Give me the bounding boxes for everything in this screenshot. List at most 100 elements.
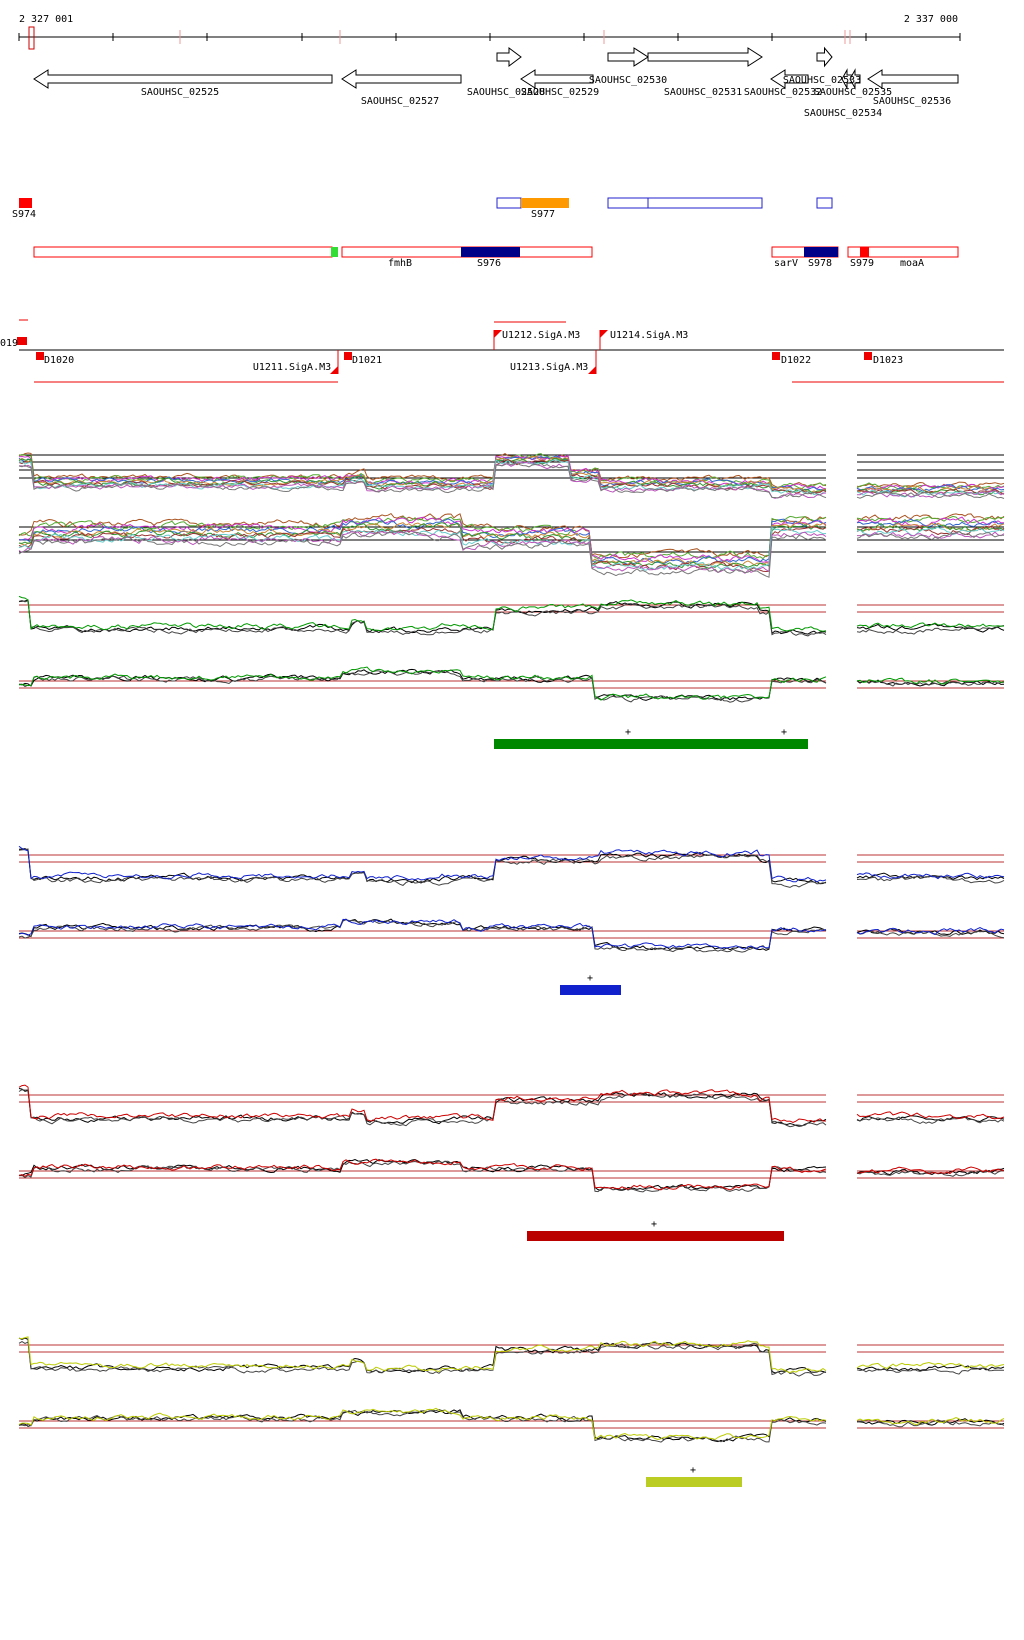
ruler-end: 2 337 000 [904,14,958,25]
trace [857,531,1005,539]
promoter-flag [600,330,608,338]
trace [18,526,827,571]
trace [856,1418,1005,1428]
trace [18,668,827,701]
promoter-label: D1020 [44,355,74,366]
gene-arrow [841,68,853,90]
trace [18,1084,826,1124]
segment [860,247,869,257]
trace [18,526,827,573]
promoter-label: U1212.SigA.M3 [502,330,580,341]
trace [856,926,1005,936]
trace [18,461,827,499]
trace [856,679,1005,687]
segment-label: fmhB [388,258,412,269]
trace [19,1158,827,1191]
gene-arrow [496,47,522,67]
segment [521,198,569,208]
segment-label: sarV [774,258,798,269]
trace [18,918,827,951]
trace [856,526,1005,537]
gene-label: SAOUHSC_02528 [467,87,545,98]
gene-label: SAOUHSC_02530 [589,75,667,86]
gene-label: SAOUHSC_02533 [783,75,861,86]
segment [496,197,522,209]
gene-arrow [849,68,861,90]
gene-arrow [867,69,959,89]
trace [18,512,827,559]
trace [856,1169,1005,1177]
gene-arrow [341,69,462,89]
promoter-label: D1021 [352,355,382,366]
segment [19,198,32,208]
promoter-label: U1211.SigA.M3 [253,362,331,373]
trace [18,845,827,883]
segment-label: S979 [850,258,874,269]
trace [856,1116,1005,1125]
trace [856,1418,1005,1426]
trace [18,530,827,574]
ruler-start: 2 327 001 [19,14,73,25]
trace [856,677,1005,685]
promoter-flag [588,366,596,374]
gene-arrow [816,46,833,68]
condition-bar [560,985,621,995]
trace [18,1336,827,1374]
condition-bar [494,739,808,749]
trace [18,516,827,563]
segment [33,246,333,258]
segment-label: S976 [477,258,501,269]
segment-label: moaA [900,258,924,269]
segment [647,197,763,209]
segment-label: S974 [12,209,36,220]
trace [856,530,1005,541]
condition-mark: + [690,1465,696,1476]
gene-label: SAOUHSC_02534 [804,108,882,119]
trace [18,848,827,885]
trace [856,1166,1005,1175]
condition-mark: + [651,1219,657,1230]
gene-label: SAOUHSC_02532 [744,87,822,98]
trace [856,491,1005,499]
condition-bar [646,1477,742,1487]
condition-mark: + [587,973,593,984]
trace [18,669,827,703]
ruler-marker [28,26,35,50]
gene-arrow [647,47,763,67]
condition-bar [527,1231,784,1241]
trace [18,599,827,635]
trace [856,625,1005,635]
trace [856,518,1005,528]
trace [856,1111,1005,1120]
trace [18,1158,827,1191]
gene-label: SAOUHSC_02529 [521,87,599,98]
promoter [772,352,780,360]
promoter [864,352,872,360]
promoter [344,352,352,360]
trace [18,599,827,637]
gene-arrow [770,69,809,89]
trace [18,1408,827,1443]
promoter-label: D1023 [873,355,903,366]
trace [18,1407,827,1441]
promoter [36,352,44,360]
trace [18,918,827,950]
promoter-label: U1213.SigA.M3 [510,362,588,373]
trace [18,530,827,578]
segment [461,247,520,257]
promoter-label: U1214.SigA.M3 [610,330,688,341]
gene-label: SAOUHSC_02525 [141,87,219,98]
trace [856,515,1005,525]
trace [18,666,827,701]
trace [856,1367,1004,1375]
segment [816,197,833,209]
promoter-label: D1022 [781,355,811,366]
condition-mark: + [625,727,631,738]
trace [18,522,827,569]
trace [18,515,827,560]
trace [856,1417,1005,1426]
segment [607,197,649,209]
promoter [17,337,27,345]
trace [856,622,1005,629]
